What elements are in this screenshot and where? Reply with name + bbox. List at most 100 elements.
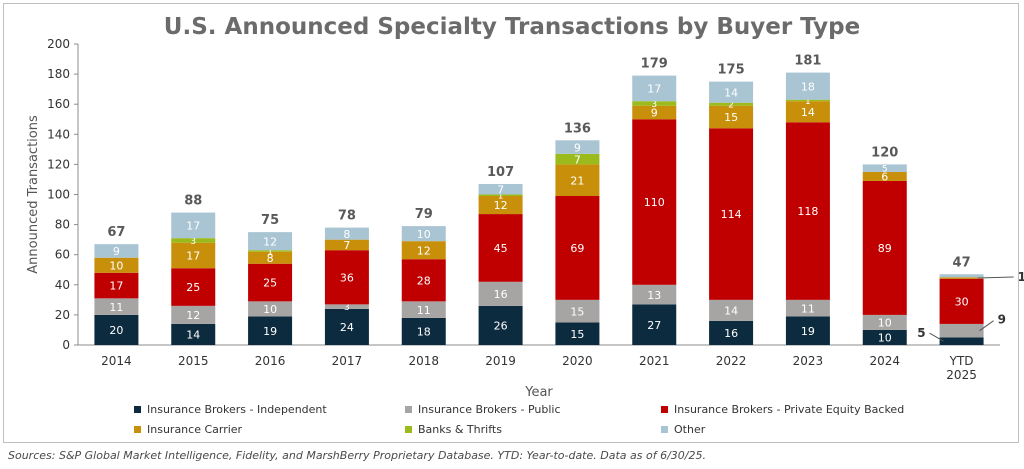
data-label: 17 xyxy=(109,280,123,293)
bar-segment xyxy=(785,101,830,123)
y-tick-label: 140 xyxy=(47,127,70,141)
bar-segment xyxy=(324,308,369,345)
y-tick-label: 200 xyxy=(47,37,70,51)
y-tick-label: 120 xyxy=(47,157,70,171)
bar-segment xyxy=(171,305,216,324)
callout-line xyxy=(929,332,944,342)
y-tick-label: 180 xyxy=(47,67,70,81)
bar-segment xyxy=(555,164,600,197)
bar-segment xyxy=(862,314,907,330)
data-label: 17 xyxy=(186,220,200,233)
data-label: 10 xyxy=(417,228,431,241)
bar-segment xyxy=(785,99,830,102)
data-label: 12 xyxy=(494,199,508,212)
total-label: 79 xyxy=(415,207,433,222)
data-label: 10 xyxy=(878,332,892,345)
bar-segment xyxy=(555,322,600,345)
data-label: 7 xyxy=(343,239,350,252)
bar-segment xyxy=(478,194,523,197)
x-tick-label: 2017 xyxy=(332,354,363,368)
data-label: 17 xyxy=(186,250,200,263)
bar-segment xyxy=(709,320,754,345)
bar-segment xyxy=(248,232,293,251)
x-tick-label: 2022 xyxy=(716,354,747,368)
legend-swatch xyxy=(661,405,668,413)
data-label: 16 xyxy=(494,288,508,301)
data-label: 12 xyxy=(417,244,431,257)
total-label: 120 xyxy=(871,145,898,160)
data-label: 11 xyxy=(417,304,431,317)
data-label: 9 xyxy=(998,313,1006,327)
x-tick-label: 2021 xyxy=(639,354,670,368)
legend-item: Insurance Brokers - Independent xyxy=(134,403,327,416)
callout-line xyxy=(979,320,994,332)
legend-swatch xyxy=(405,425,412,433)
total-label: 175 xyxy=(718,63,745,78)
legend-item: Insurance Brokers - Public xyxy=(405,403,561,416)
bar-segment xyxy=(248,316,293,345)
data-label: 1 xyxy=(1018,270,1024,284)
data-label: 7 xyxy=(497,183,504,196)
data-label: 118 xyxy=(797,205,818,218)
bar-segment xyxy=(478,183,523,195)
bar-segment xyxy=(939,278,984,324)
total-label: 181 xyxy=(794,54,821,69)
data-label: 18 xyxy=(417,326,431,339)
data-label: 25 xyxy=(186,281,200,294)
bar-segment xyxy=(478,281,523,306)
bar-segment xyxy=(632,101,677,106)
data-label: 110 xyxy=(644,196,665,209)
y-tick-label: 100 xyxy=(47,188,70,202)
legend-swatch xyxy=(661,425,668,433)
data-label: 17 xyxy=(647,83,661,96)
bar-segment xyxy=(324,227,369,240)
data-label: 89 xyxy=(878,242,892,255)
data-label: 16 xyxy=(724,327,738,340)
bar-segment xyxy=(709,299,754,321)
bar-segment xyxy=(862,171,907,181)
total-label: 75 xyxy=(261,213,279,228)
legend-item: Insurance Brokers - Private Equity Backe… xyxy=(661,403,904,416)
data-label: 2 xyxy=(728,101,734,111)
total-label: 88 xyxy=(184,194,202,209)
bar-segment xyxy=(171,212,216,239)
bar-segment xyxy=(939,277,984,279)
bar-segment xyxy=(939,274,984,278)
data-label: 8 xyxy=(267,252,274,265)
bar-segment xyxy=(171,238,216,243)
data-label: 36 xyxy=(340,271,354,284)
bar-segment xyxy=(94,298,139,315)
bar-segment xyxy=(862,180,907,315)
legend-label: Insurance Brokers - Public xyxy=(418,403,561,416)
legend-item: Insurance Carrier xyxy=(134,423,242,436)
data-label: 9 xyxy=(651,107,658,120)
bar-segment xyxy=(555,299,600,323)
data-label: 18 xyxy=(801,80,815,93)
bar-segment xyxy=(94,272,139,299)
bar-segment xyxy=(324,239,369,251)
x-tick-label: YTD xyxy=(949,354,974,368)
data-label: 14 xyxy=(724,305,738,318)
bar-segment xyxy=(785,72,830,100)
bar-segment xyxy=(248,251,293,264)
bar-segment xyxy=(401,317,446,345)
x-tick-label: 2015 xyxy=(178,354,209,368)
data-label: 19 xyxy=(801,325,815,338)
bar-segment xyxy=(401,259,446,302)
x-tick-label: 2023 xyxy=(793,354,824,368)
bar-segment xyxy=(401,226,446,242)
data-label: 14 xyxy=(801,106,815,119)
data-label: 3 xyxy=(651,100,657,110)
bar-segment xyxy=(862,329,907,345)
data-label: 13 xyxy=(647,289,661,302)
bar-segment xyxy=(709,105,754,129)
bar-segment xyxy=(785,122,830,300)
total-label: 78 xyxy=(338,209,356,224)
bar-segment xyxy=(94,314,139,345)
y-tick-label: 20 xyxy=(55,308,70,322)
bar-segment xyxy=(248,301,293,317)
legend-swatch xyxy=(134,405,141,413)
data-label: 6 xyxy=(881,171,888,184)
bar-segment xyxy=(632,119,677,285)
data-label: 11 xyxy=(801,302,815,315)
